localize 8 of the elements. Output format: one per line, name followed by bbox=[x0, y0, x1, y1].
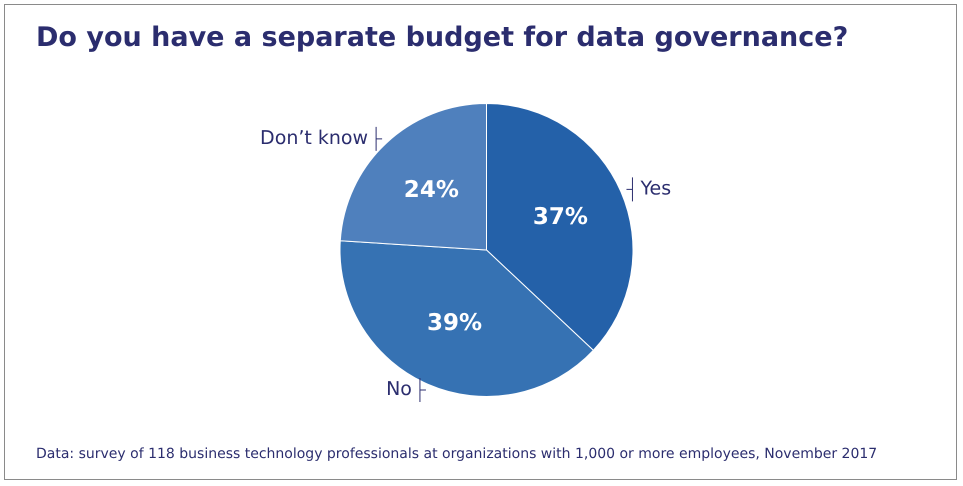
slice-label: Yes bbox=[639, 177, 672, 200]
data-label: 24% bbox=[404, 177, 459, 204]
chart-title: Do you have a separate budget for data governance? bbox=[36, 22, 848, 53]
data-label: 39% bbox=[426, 310, 482, 336]
slice-label: Don’t know bbox=[260, 126, 368, 149]
text: Data: survey of 118 business technology professionals at organizations with 1,000 or more employees, November 2017 bbox=[36, 446, 878, 462]
slice-label: No bbox=[386, 378, 412, 400]
data-label: 37% bbox=[532, 204, 588, 230]
